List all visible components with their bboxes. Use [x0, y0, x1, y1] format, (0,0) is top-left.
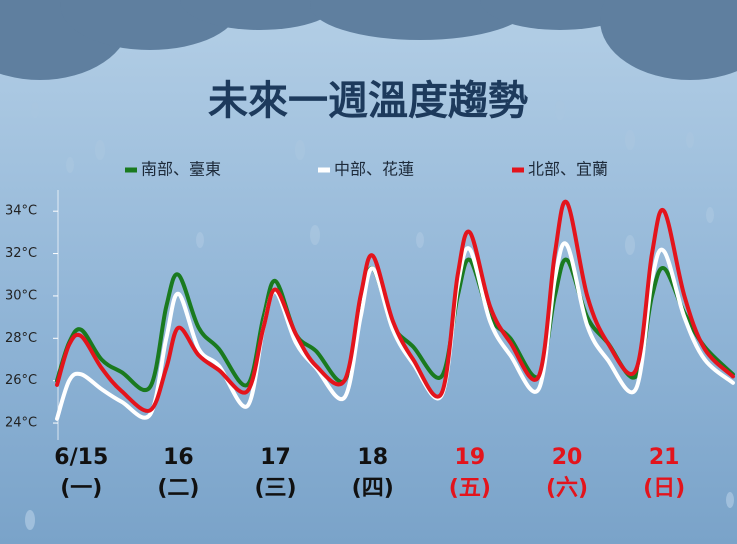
y-tick-label: 24°C — [5, 416, 37, 431]
y-tick-label: 34°C — [5, 204, 37, 219]
x-tick-label: 20 — [552, 445, 583, 470]
x-tick-label: 18 — [357, 445, 388, 470]
y-tick-label: 32°C — [5, 246, 37, 261]
x-weekday-label: (五) — [449, 476, 491, 501]
x-weekday-label: (二) — [157, 476, 199, 501]
x-weekday-label: (日) — [643, 476, 685, 501]
legend-label: 北部、宜蘭 — [528, 160, 608, 179]
series-line — [55, 241, 735, 421]
chart-title: 未來一週溫度趨勢 — [208, 78, 528, 124]
y-tick-label: 30°C — [5, 288, 37, 303]
raindrops — [25, 100, 734, 530]
x-weekday-label: (三) — [255, 476, 297, 501]
x-weekday-label: (一) — [60, 476, 102, 501]
y-tick-label: 28°C — [5, 331, 37, 346]
series-line — [55, 199, 735, 413]
x-weekday-label: (四) — [352, 476, 394, 501]
legend-label: 中部、花蓮 — [334, 160, 414, 179]
clouds — [0, 0, 737, 80]
x-tick-label: 19 — [455, 445, 486, 470]
x-tick-label: 16 — [163, 445, 194, 470]
legend-label: 南部、臺東 — [141, 160, 221, 179]
x-weekday-label: (六) — [546, 476, 588, 501]
x-tick-label: 6/15 — [54, 445, 108, 470]
y-tick-label: 26°C — [5, 373, 37, 388]
x-tick-label: 21 — [649, 445, 680, 470]
x-tick-label: 17 — [260, 445, 291, 470]
